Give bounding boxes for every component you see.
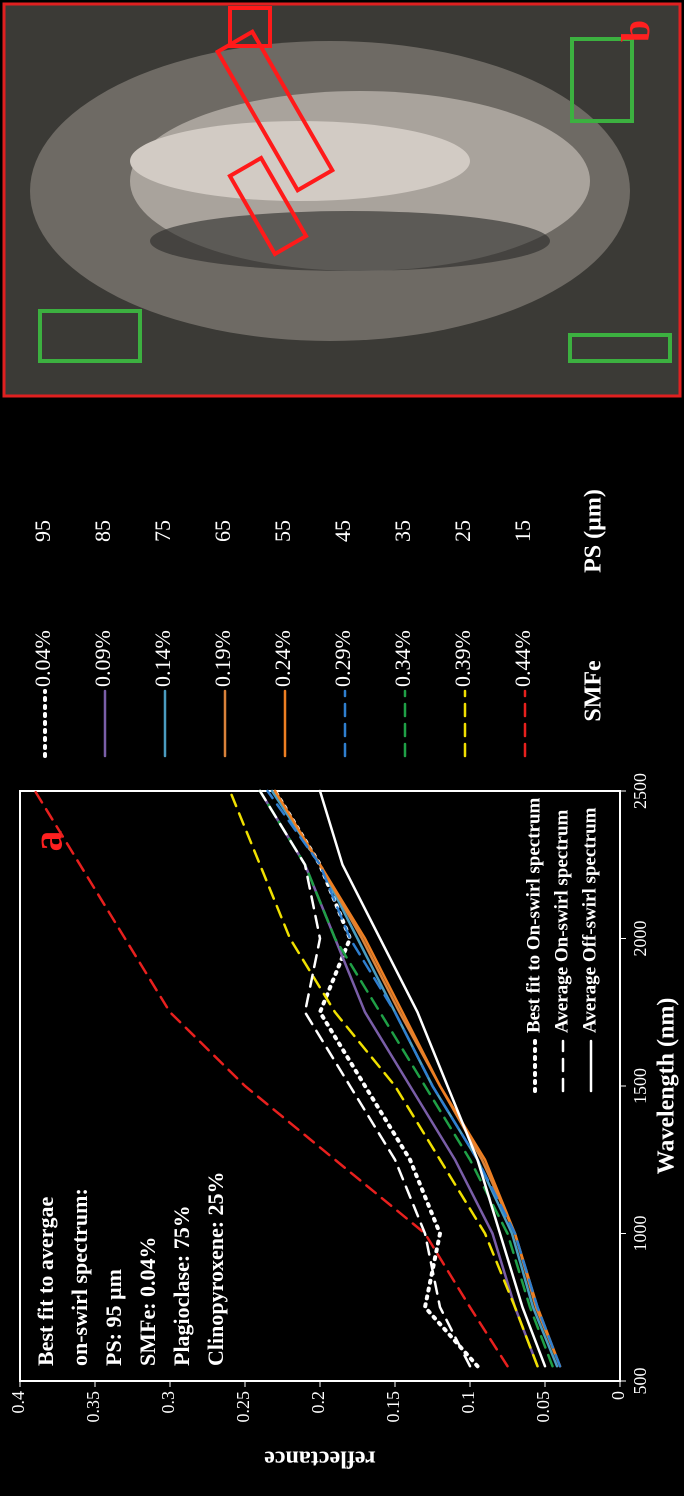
annotation: Clinopyroxene: 25%	[203, 1171, 228, 1366]
y-tick-label: 0.05	[533, 1391, 553, 1423]
y-tick-label: 0.3	[158, 1391, 178, 1414]
legend-label: 0.34%	[390, 630, 415, 687]
roi-box	[214, 28, 336, 194]
y-tick-label: 0.1	[458, 1391, 478, 1414]
legend-ps: 85	[90, 520, 115, 542]
y-tick-label: 0.2	[308, 1391, 328, 1414]
y-tick-label: 0.15	[383, 1391, 403, 1423]
series-line	[258, 789, 554, 1368]
series-line	[258, 789, 539, 1368]
roi-box	[568, 333, 672, 363]
legend-label: 0.04%	[30, 630, 55, 687]
swirl	[130, 121, 470, 201]
legend-ps: 95	[30, 520, 55, 542]
series-line	[228, 789, 539, 1368]
y-tick-label: 0	[608, 1391, 628, 1400]
x-axis-title: Wavelength (nm)	[654, 998, 680, 1175]
series-line	[33, 789, 509, 1368]
legend-header: PS (µm)	[581, 489, 607, 573]
x-tick-label: 1000	[630, 1216, 650, 1252]
y-tick-label: 0.4	[8, 1391, 28, 1414]
legend-label: 0.24%	[270, 630, 295, 687]
annotation: Best fit to avergae	[33, 1197, 58, 1366]
roi-box	[570, 37, 634, 123]
legend-label: 0.14%	[150, 630, 175, 687]
series-line	[318, 789, 547, 1368]
x-tick-label: 1500	[630, 1068, 650, 1104]
annotation: PS: 95 µm	[101, 1269, 126, 1366]
legend-label: Average Off-swirl spectrum	[579, 807, 600, 1033]
annotation: Plagioclase: 75%	[169, 1205, 194, 1366]
swirl	[150, 211, 550, 271]
series-line	[258, 789, 472, 1368]
annotation: SMFe: 0.04%	[135, 1236, 160, 1366]
annotation: on-swirl spectrum:	[67, 1188, 92, 1366]
y-tick-label: 0.35	[83, 1391, 103, 1423]
legend-ps: 25	[450, 520, 475, 542]
legend-header: SMFe	[581, 660, 607, 722]
legend-ps: 35	[390, 520, 415, 542]
legend-label: 0.19%	[210, 630, 235, 687]
photo-panel: b	[2, 2, 682, 398]
legend-label: Average On-swirl spectrum	[551, 809, 572, 1033]
legend-ps: 75	[150, 520, 175, 542]
roi-box	[38, 309, 142, 363]
legend-label: 0.44%	[510, 630, 535, 687]
panel-label: b	[613, 20, 658, 42]
x-tick-label: 500	[630, 1368, 650, 1395]
legend-label: 0.39%	[450, 630, 475, 687]
legend-ps: 65	[210, 520, 235, 542]
legend-ps: 55	[270, 520, 295, 542]
legend-label: 0.29%	[330, 630, 355, 687]
y-axis-title: reflectance	[264, 1445, 376, 1471]
roi-box	[228, 6, 272, 48]
y-tick-label: 0.25	[233, 1391, 253, 1423]
legend-label: 0.09%	[90, 630, 115, 687]
x-tick-label: 2500	[630, 773, 650, 809]
roi-box	[227, 155, 309, 257]
legend-ps: 15	[510, 520, 535, 542]
panel-label: a	[26, 831, 72, 852]
x-tick-label: 2000	[630, 921, 650, 957]
legend-label: Best fit to On-swirl spectrum	[523, 797, 544, 1033]
legend-ps: 45	[330, 520, 355, 542]
series-line	[266, 789, 562, 1368]
